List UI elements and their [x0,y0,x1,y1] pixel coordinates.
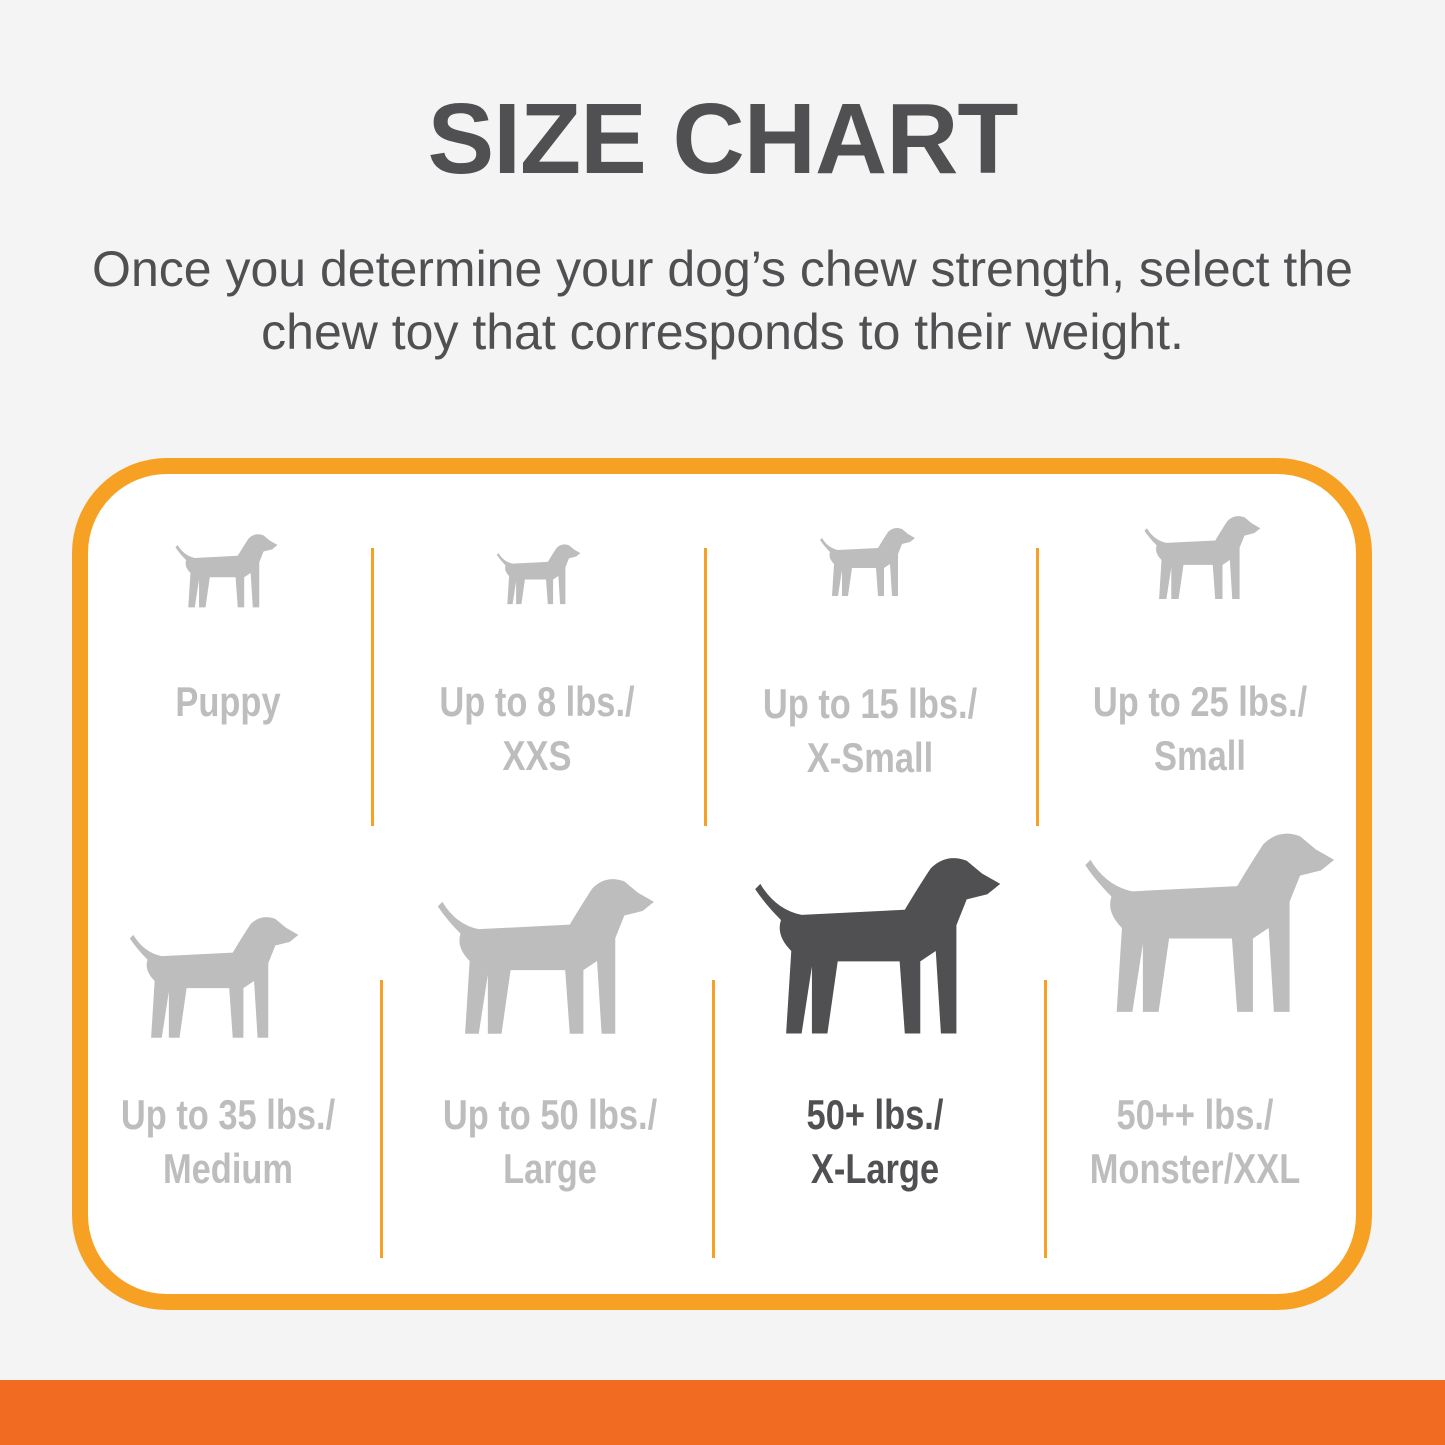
size-chart-card [72,458,1372,1310]
divider [371,548,374,826]
size-weight: Up to 50 lbs./ [442,1091,658,1138]
subtitle-line: chew toy that corresponds to their weigh… [261,304,1184,360]
size-weight: 50+ lbs./ [806,1091,944,1138]
size-weight: Puppy [175,678,281,725]
terrier-icon [1142,505,1264,615]
labrador-icon [418,870,676,1052]
divider [704,548,707,826]
size-name: Large [503,1145,597,1192]
subtitle: Once you determine your dog’s chew stren… [0,238,1445,364]
divider [1036,548,1039,826]
size-label: Puppy [68,675,388,729]
divider [1044,980,1047,1258]
chihuahua-icon [495,535,583,617]
size-name: Small [1154,732,1246,779]
size-name: Monster/XXL [1089,1145,1301,1192]
page-title: SIZE CHART [427,83,1019,195]
puppy-icon [163,530,291,616]
size-label: 50++ lbs./ Monster/XXL [1035,1088,1355,1196]
size-label: Up to 25 lbs./ Small [1040,675,1360,783]
size-name: X-Small [806,734,934,781]
size-weight: Up to 15 lbs./ [762,680,978,727]
size-weight: Up to 35 lbs./ [120,1091,336,1138]
size-weight: 50++ lbs./ [1116,1091,1274,1138]
size-label: 50+ lbs./ X-Large [715,1088,1035,1196]
divider [380,980,383,1258]
size-name: XXS [502,732,572,779]
size-label: Up to 35 lbs./ Medium [68,1088,388,1196]
size-weight: Up to 25 lbs./ [1092,678,1308,725]
subtitle-line: Once you determine your dog’s chew stren… [92,241,1353,297]
great-dane-icon [1080,800,1342,1056]
bottom-bar [0,1380,1445,1445]
shepherd-icon [750,845,1008,1057]
size-label: Up to 8 lbs./ XXS [377,675,697,783]
size-name: Medium [162,1145,294,1192]
beagle-icon [122,910,308,1052]
divider [712,980,715,1258]
toy-dog-icon [818,500,918,628]
size-name: X-Large [810,1145,940,1192]
size-label: Up to 15 lbs./ X-Small [710,677,1030,785]
size-label: Up to 50 lbs./ Large [390,1088,710,1196]
size-weight: Up to 8 lbs./ [439,678,635,725]
